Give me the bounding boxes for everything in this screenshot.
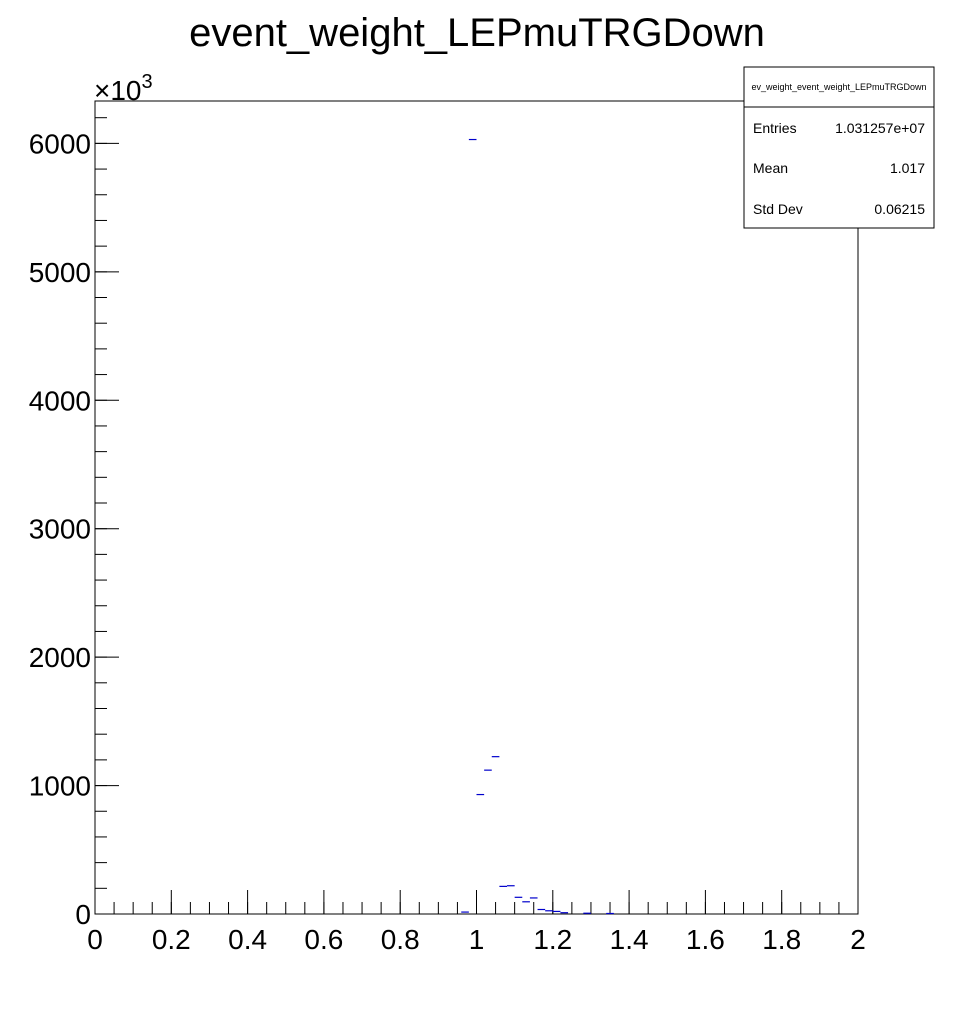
stats-stddev-value: 0.06215 [874,201,925,217]
y-tick-label: 3000 [29,514,91,545]
x-tick-label: 0.8 [381,924,420,955]
x-tick-label: 2 [850,924,866,955]
x-tick-label: 1.4 [610,924,649,955]
y-multiplier-exponent: 3 [142,71,153,93]
x-tick-label: 1.6 [686,924,725,955]
stats-entries-label: Entries [753,120,797,136]
stats-stddev-label: Std Dev [753,201,803,217]
x-tick-label: 0.6 [304,924,343,955]
y-tick-label: 4000 [29,385,91,416]
y-multiplier-base: ×10 [94,75,142,106]
stats-mean-label: Mean [753,160,788,176]
chart-title: event_weight_LEPmuTRGDown [189,11,765,55]
y-tick-label: 6000 [29,128,91,159]
x-tick-label: 1.2 [533,924,572,955]
axes: 0 0.2 0.4 0.6 0.8 1 1.2 1.4 1.6 1.8 2 0 1000 2000 3000… [29,100,866,955]
stats-entries-value: 1.031257e+07 [835,120,925,136]
y-multiplier: ×103 [94,71,153,106]
x-tick-label: 1 [469,924,485,955]
y-tick-label: 0 [75,899,91,930]
x-tick-label: 0.4 [228,924,267,955]
stats-title: ev_weight_event_weight_LEPmuTRGDown [751,82,926,92]
y-tick-label: 2000 [29,642,91,673]
x-tick-label: 0.2 [152,924,191,955]
histogram-bins [461,138,614,915]
stats-mean-value: 1.017 [890,160,925,176]
y-tick-label: 1000 [29,771,91,802]
x-tick-label: 1.8 [762,924,801,955]
x-tick-label: 0 [87,924,103,955]
stats-box: ev_weight_event_weight_LEPmuTRGDown Entr… [743,66,935,229]
y-tick-label: 5000 [29,257,91,288]
